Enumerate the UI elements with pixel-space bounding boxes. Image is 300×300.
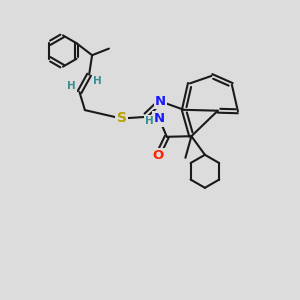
Text: N: N [155, 95, 166, 108]
Text: H: H [93, 76, 102, 86]
Text: S: S [116, 112, 127, 125]
Text: H: H [67, 81, 76, 91]
Text: N: N [154, 112, 165, 125]
Text: H: H [145, 116, 154, 126]
Text: O: O [152, 149, 164, 162]
